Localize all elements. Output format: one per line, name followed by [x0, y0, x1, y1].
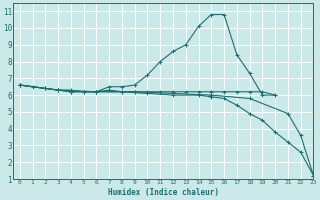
- X-axis label: Humidex (Indice chaleur): Humidex (Indice chaleur): [108, 188, 219, 197]
